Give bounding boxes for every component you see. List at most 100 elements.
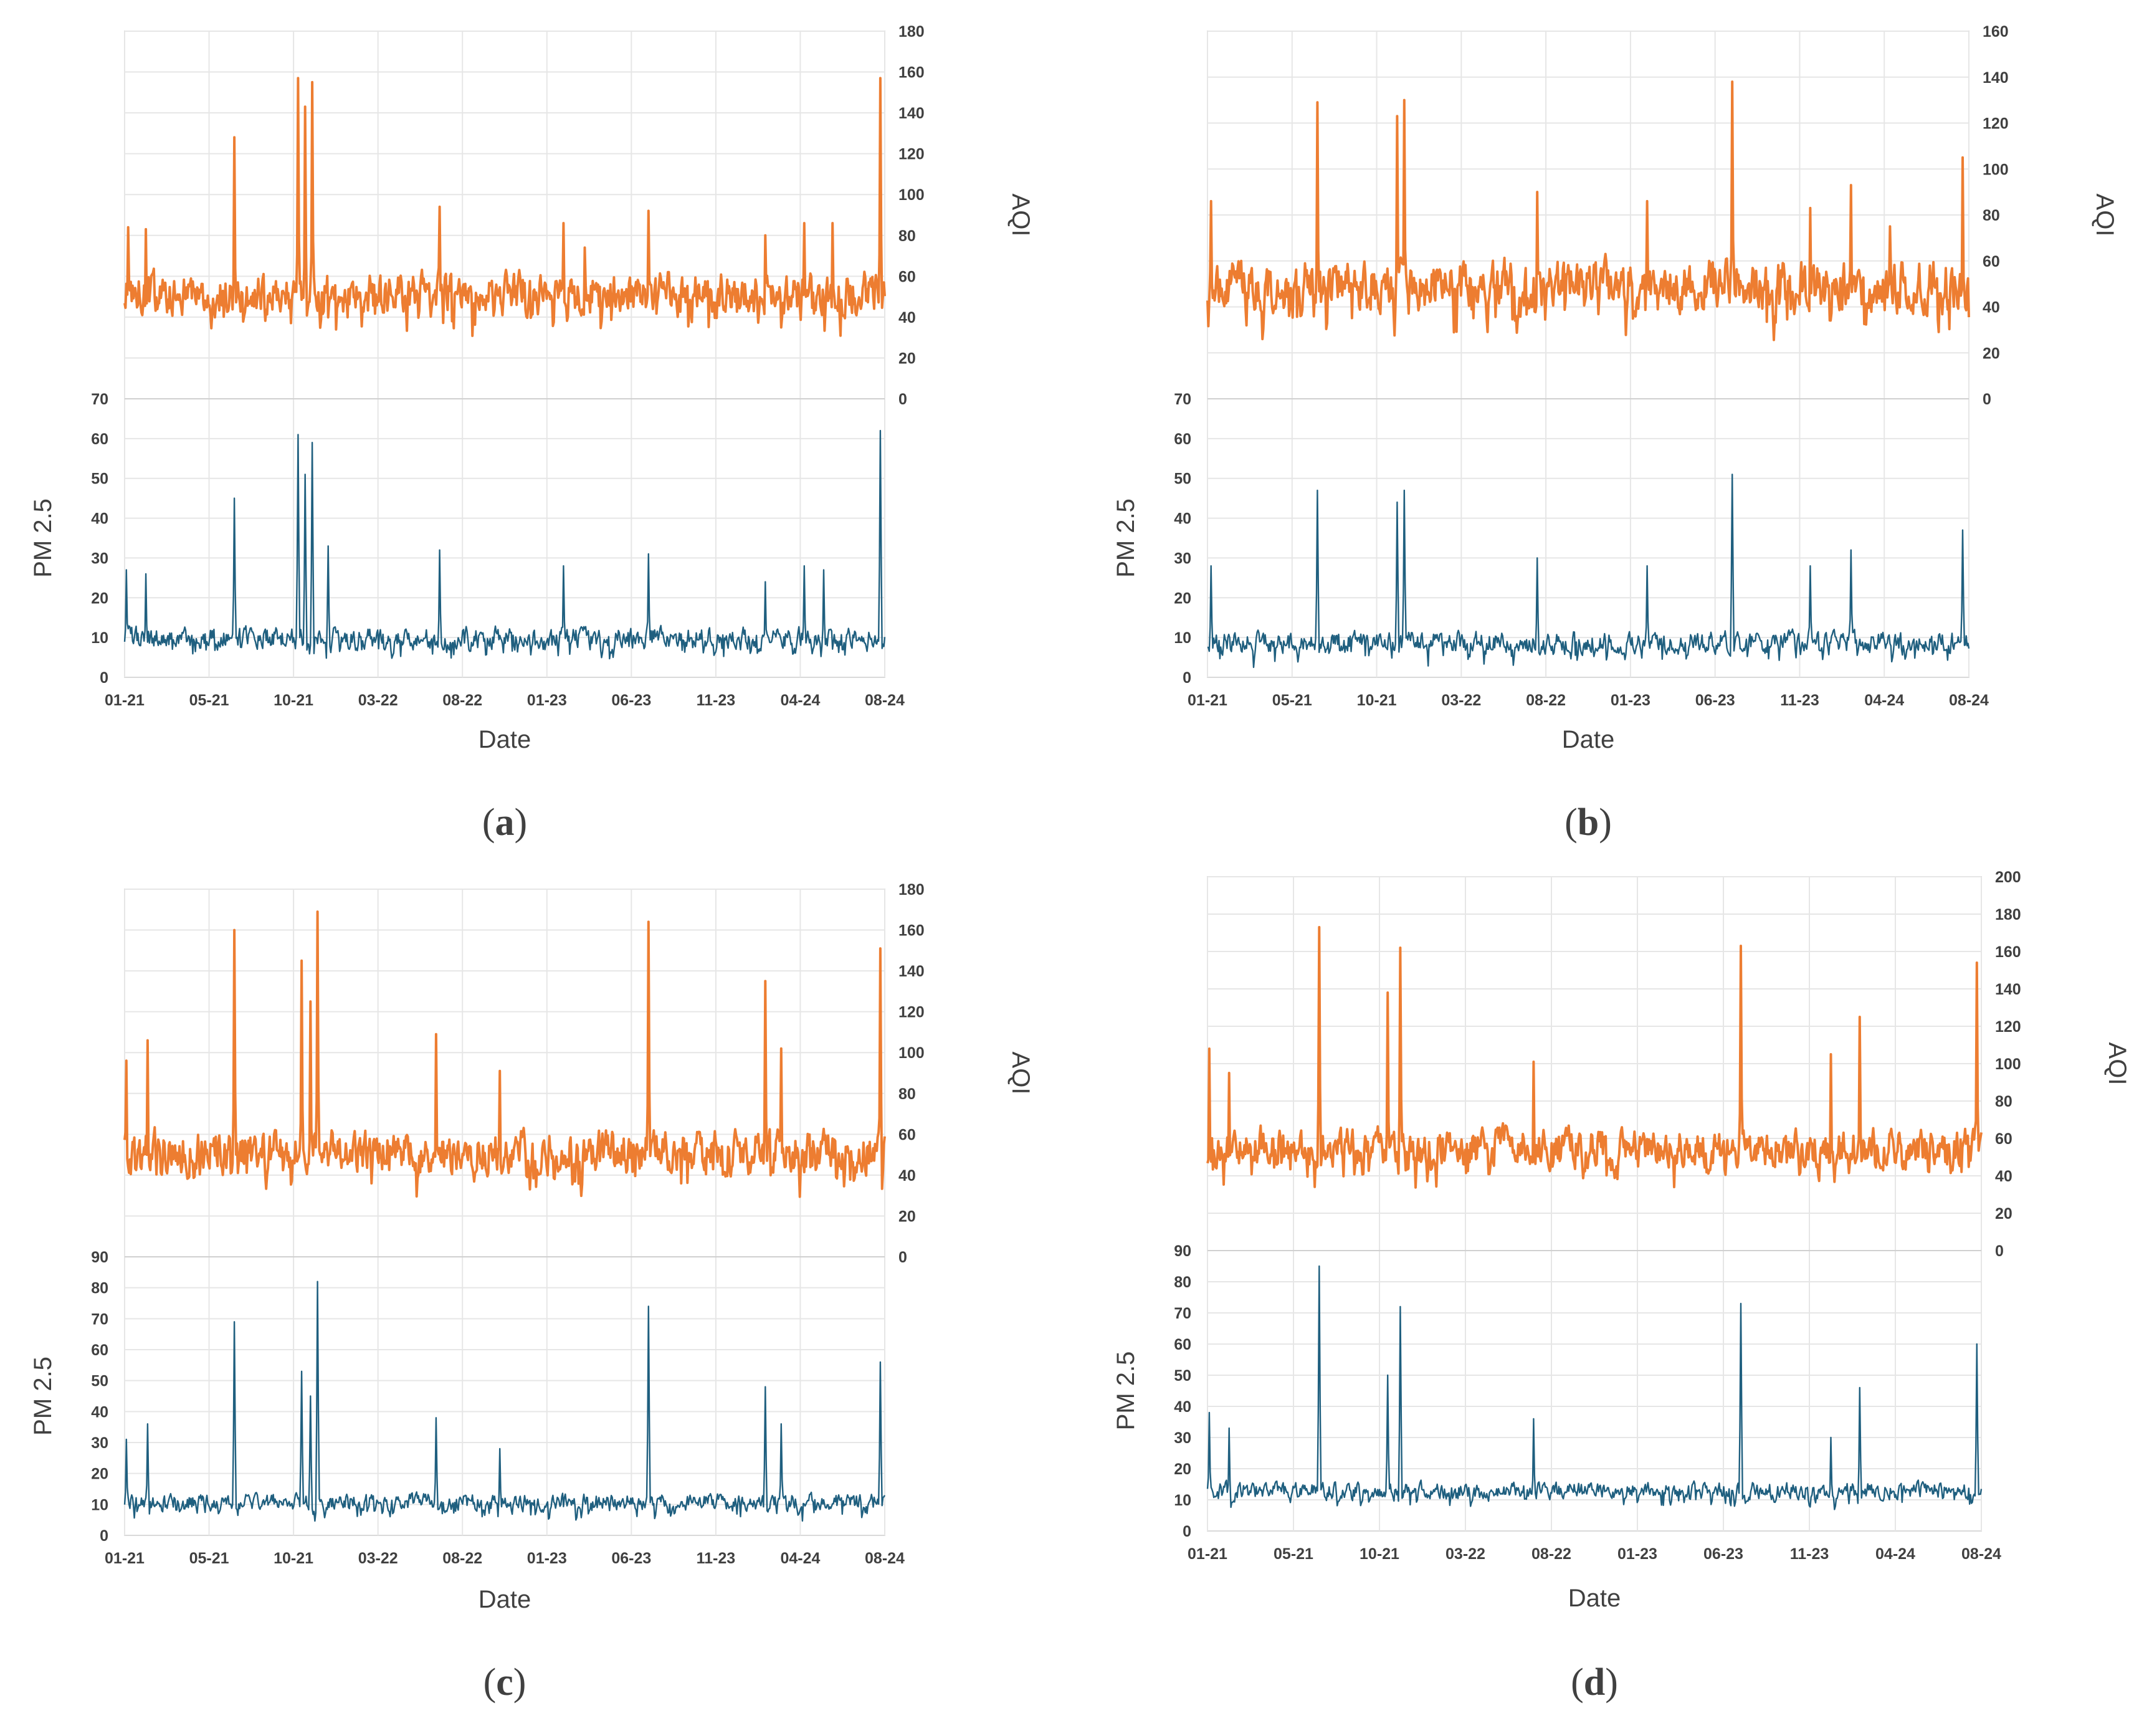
panel-caption: (d) xyxy=(1571,1661,1618,1704)
aqi-tick-label: 140 xyxy=(898,963,925,980)
pm25-tick-label: 60 xyxy=(1174,431,1191,448)
x-tick-label: 11-23 xyxy=(697,692,736,709)
pm25-tick-label: 90 xyxy=(1174,1242,1191,1260)
x-tick-label: 11-23 xyxy=(1780,692,1819,709)
pm25-tick-label: 70 xyxy=(91,1310,108,1328)
pm25-tick-label: 20 xyxy=(1174,1461,1191,1478)
aqi-series-line xyxy=(1206,926,1983,1189)
aqi-tick-label: 60 xyxy=(898,1126,916,1143)
aqi-tick-label: 0 xyxy=(1983,391,1991,408)
pm25-tick-label: 20 xyxy=(1174,589,1191,607)
aqi-axis-title: AQI xyxy=(2103,1042,2129,1085)
caption-open: ( xyxy=(1565,801,1578,844)
aqi-tick-label: 140 xyxy=(1995,981,2021,998)
x-tick-label: 01-21 xyxy=(1188,692,1227,709)
x-tick-label: 03-22 xyxy=(358,692,398,709)
aqi-tick-label: 20 xyxy=(1995,1205,2012,1223)
pm25-tick-label: 70 xyxy=(91,391,108,408)
pm25-series-line xyxy=(123,1281,886,1522)
aqi-series-line xyxy=(1206,80,1970,341)
aqi-tick-label: 0 xyxy=(898,1249,907,1266)
pm25-tick-label: 10 xyxy=(91,629,108,647)
x-tick-label: 10-21 xyxy=(274,692,313,709)
x-tick-label: 05-21 xyxy=(189,1550,229,1567)
pm25-tick-label: 40 xyxy=(1174,1398,1191,1416)
pm25-tick-label: 70 xyxy=(1174,1305,1191,1322)
aqi-series-line xyxy=(123,77,886,337)
x-tick-label: 06-23 xyxy=(1703,1545,1743,1563)
aqi-tick-label: 180 xyxy=(898,881,925,899)
x-tick-label: 08-24 xyxy=(865,1550,905,1567)
chart-panel-b: 01-21 05-21 10-21 03-22 08-22 01-23 06-23 11-23… xyxy=(1112,23,2118,844)
x-tick-label: 01-21 xyxy=(105,692,145,709)
aqi-tick-label: 120 xyxy=(1995,1018,2021,1036)
aqi-tick-label: 200 xyxy=(1995,869,2021,886)
x-tick-label: 11-23 xyxy=(1790,1545,1829,1563)
x-tick-label: 03-22 xyxy=(1441,692,1481,709)
pm25-tick-label: 10 xyxy=(1174,1492,1191,1509)
aqi-tick-label: 0 xyxy=(1995,1242,2004,1260)
aqi-tick-label: 40 xyxy=(1995,1168,2012,1185)
caption-open: ( xyxy=(482,801,495,844)
x-tick-label: 11-23 xyxy=(697,1550,736,1567)
panel-caption: (c) xyxy=(483,1661,526,1704)
pm25-tick-label: 90 xyxy=(91,1249,108,1266)
aqi-tick-label: 100 xyxy=(898,1044,925,1062)
aqi-tick-label: 140 xyxy=(898,105,925,122)
aqi-tick-label: 20 xyxy=(898,1208,916,1225)
aqi-tick-label: 80 xyxy=(898,227,916,245)
pm25-tick-label: 30 xyxy=(1174,550,1191,567)
caption-letter: d xyxy=(1584,1661,1605,1704)
pm25-tick-label: 50 xyxy=(91,470,108,488)
x-tick-label: 04-24 xyxy=(1875,1545,1915,1563)
x-tick-label: 08-22 xyxy=(1526,692,1566,709)
aqi-series-line xyxy=(123,910,886,1198)
pm25-tick-label: 10 xyxy=(91,1496,108,1514)
plot-frame xyxy=(124,31,885,678)
x-tick-label: 04-24 xyxy=(1864,692,1904,709)
x-tick-label: 04-24 xyxy=(780,692,820,709)
plot-frame xyxy=(124,889,885,1536)
aqi-tick-label: 160 xyxy=(1983,23,2009,41)
aqi-tick-label: 160 xyxy=(1995,943,2021,961)
x-tick-label: 06-23 xyxy=(611,692,651,709)
x-tick-label: 05-21 xyxy=(1272,692,1312,709)
aqi-tick-label: 180 xyxy=(1995,906,2021,923)
aqi-tick-label: 40 xyxy=(898,1167,916,1185)
pm25-tick-label: 80 xyxy=(1174,1274,1191,1291)
x-tick-label: 05-21 xyxy=(189,692,229,709)
aqi-tick-label: 80 xyxy=(1995,1093,2012,1110)
aqi-tick-label: 180 xyxy=(898,23,925,41)
pm25-axis-title: PM 2.5 xyxy=(29,498,57,578)
pm25-tick-label: 50 xyxy=(1174,470,1191,488)
caption-letter: a xyxy=(495,801,515,844)
aqi-tick-label: 20 xyxy=(898,350,916,367)
pm25-tick-label: 0 xyxy=(100,1527,108,1545)
aqi-tick-label: 60 xyxy=(898,268,916,285)
x-tick-label: 08-24 xyxy=(865,692,905,709)
x-tick-label: 01-23 xyxy=(527,692,567,709)
x-tick-label: 01-21 xyxy=(105,1550,145,1567)
pm25-tick-label: 10 xyxy=(1174,629,1191,647)
x-tick-label: 01-21 xyxy=(1188,1545,1227,1563)
caption-close: ) xyxy=(1605,1661,1618,1704)
aqi-tick-label: 40 xyxy=(1983,299,2000,317)
caption-open: ( xyxy=(1571,1661,1584,1704)
pm25-tick-label: 30 xyxy=(91,550,108,567)
aqi-axis-title: AQI xyxy=(2091,194,2118,237)
aqi-axis-title: AQI xyxy=(1007,1052,1034,1095)
pm25-tick-label: 40 xyxy=(91,1403,108,1421)
x-tick-label: 03-22 xyxy=(1446,1545,1485,1563)
plot-frame xyxy=(1207,876,1982,1532)
x-tick-label: 08-22 xyxy=(442,1550,482,1567)
caption-close: ) xyxy=(513,1661,526,1704)
aqi-tick-label: 40 xyxy=(898,309,916,327)
aqi-tick-label: 160 xyxy=(898,64,925,82)
pm25-tick-label: 40 xyxy=(91,510,108,528)
aqi-tick-label: 60 xyxy=(1995,1130,2012,1148)
aqi-axis-title: AQI xyxy=(1007,194,1034,237)
x-axis-title: Date xyxy=(479,726,531,753)
pm25-tick-label: 50 xyxy=(1174,1367,1191,1385)
x-tick-label: 01-23 xyxy=(1611,692,1650,709)
